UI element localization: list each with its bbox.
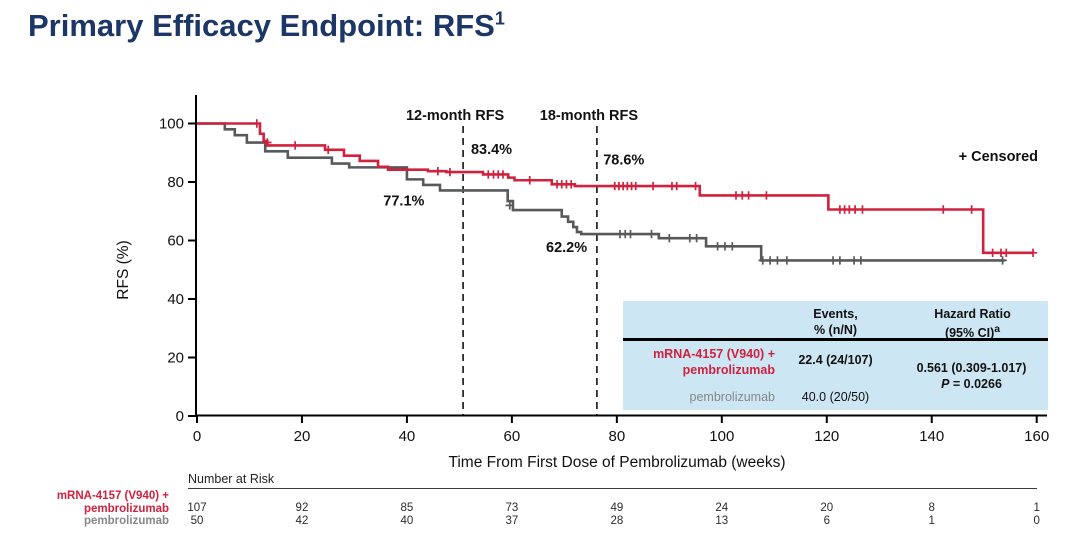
inset-row-pembro-events: 40.0 (20/50) [801,390,870,404]
number-at-risk-heading: Number at Risk [188,472,1037,489]
events-header-line1: Events, [813,307,858,321]
censored-legend: + Censored [959,149,1038,165]
p-value: P = 0.0266 [941,377,1002,392]
km-curve-pembro [197,122,1005,262]
x-tick-label: 120 [814,428,839,445]
inset-row-pembro-label: pembrolizumab [689,390,775,404]
y-tick-label: 60 [167,233,184,250]
y-axis-title: RFS (%) [115,240,132,299]
y-tick-label: 20 [167,350,184,367]
annotation-62.2pct: 62.2% [546,240,587,256]
risk-label-mrna-line1: mRNA-4157 (V940) + [56,490,169,502]
milestone-label-2: 18-month RFS [540,108,639,124]
x-tick-label: 20 [294,428,311,445]
x-tick-label: 160 [1024,428,1049,445]
hr-header-superscript: a [994,323,1001,335]
hr-header-line1: Hazard Ratio [934,307,1011,321]
risk-label-pembro: pembrolizumab [84,515,169,528]
events-column-header: Events, % (n/N) [773,307,898,338]
x-tick-label: 0 [193,428,201,445]
hr-header-line2: (95% CI)a [944,323,1001,340]
y-tick-label: 0 [176,408,184,425]
inset-row-mrna-events: 22.4 (24/107) [798,353,873,367]
inset-table-divider [623,338,1048,341]
risk-label-mrna-line2: pembrolizumab [84,502,169,515]
stats-inset-table: Events, % (n/N) Hazard Ratio (95% CI)a m… [623,301,1048,410]
hazard-ratio-column-header: Hazard Ratio (95% CI)a [899,307,1046,341]
annotation-78.6pct: 78.6% [603,152,644,168]
page-title: Primary Efficacy Endpoint: RFS1 [28,8,505,44]
censor-marks-pembro [505,201,1007,265]
hazard-ratio-cell: 0.561 (0.309-1.017) P = 0.0266 [895,360,1048,393]
x-tick-label: 60 [504,428,521,445]
page-title-text: Primary Efficacy Endpoint: RFS [28,8,495,43]
x-tick-label: 140 [919,428,944,445]
milestone-label-1: 12-month RFS [406,108,505,124]
risk-group-labels: mRNA-4157 (V940) + pembrolizumab pembrol… [28,490,169,528]
x-tick-label: 100 [709,428,734,445]
hazard-ratio-value: 0.561 (0.309-1.017) [916,361,1027,375]
inset-row-mrna-label: mRNA-4157 (V940) + pembrolizumab [653,347,775,378]
x-tick-label: 80 [609,428,626,445]
events-header-line2: % (n/N) [813,322,858,337]
plot-layer: 12-month RFS 18-month RFS 0 20 40 60 80 100 0 20 4… [159,95,1049,445]
x-axis-title: Time From First Dose of Pembrolizumab (w… [448,454,785,471]
annotation-83.4pct: 83.4% [471,142,512,158]
annotation-77.1pct: 77.1% [383,193,424,209]
y-tick-label: 40 [167,291,184,308]
page-title-superscript: 1 [494,8,505,29]
x-tick-label: 40 [399,428,416,445]
y-tick-label: 100 [159,116,184,133]
y-tick-label: 80 [167,174,184,191]
censor-marks-mrna-pembro [252,119,1038,257]
